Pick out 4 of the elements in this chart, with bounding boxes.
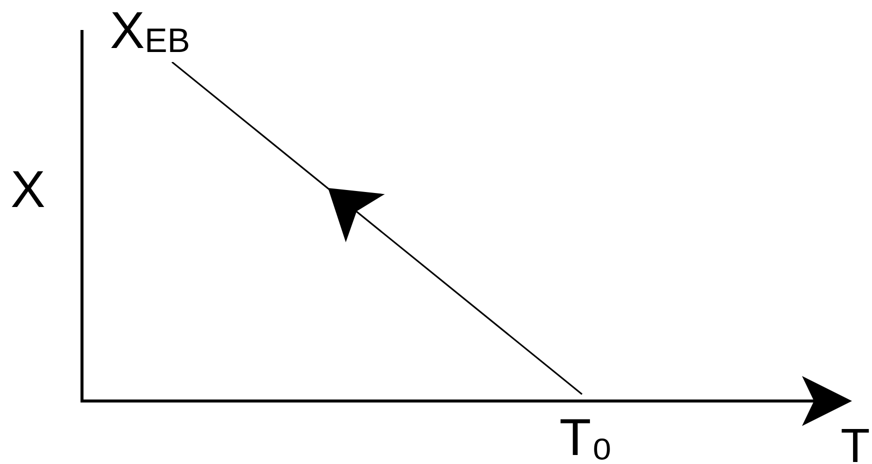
text: XEB — [110, 2, 190, 60]
annotation: T₀ — [559, 409, 613, 464]
x-axis-title: T — [840, 420, 870, 464]
y-axis-title: X — [10, 161, 46, 219]
